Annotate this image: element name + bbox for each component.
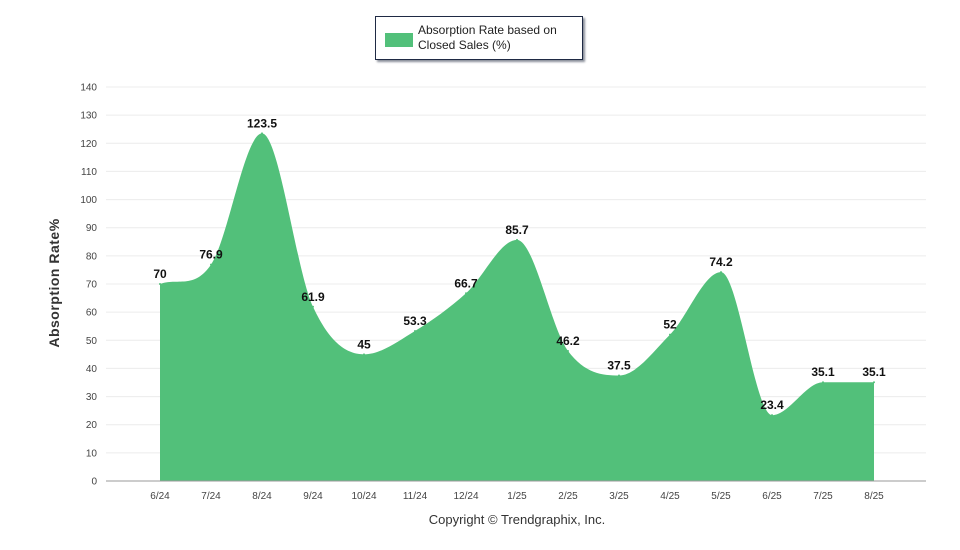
data-label: 85.7	[505, 223, 529, 237]
x-tick-label: 5/25	[711, 491, 731, 502]
y-tick-label: 10	[86, 448, 98, 459]
y-tick-label: 0	[91, 477, 97, 488]
x-tick-label: 10/24	[351, 491, 376, 502]
y-tick-label: 80	[86, 251, 98, 262]
x-tick-label: 3/25	[609, 491, 629, 502]
y-tick-label: 140	[80, 83, 97, 94]
data-label: 52	[663, 318, 677, 332]
y-tick-label: 90	[86, 223, 98, 234]
x-tick-label: 9/24	[303, 491, 323, 502]
x-tick-label: 8/24	[252, 491, 272, 502]
data-label: 23.4	[760, 398, 784, 412]
data-point	[363, 353, 365, 356]
x-tick-label: 6/25	[762, 491, 782, 502]
legend: Absorption Rate based on Closed Sales (%…	[375, 16, 583, 60]
data-point	[516, 238, 518, 241]
x-tick-label: 1/25	[507, 491, 527, 502]
copyright-credit: Copyright © Trendgraphix, Inc.	[428, 512, 606, 527]
data-labels: 70 76.9 123.5 61.9 45 53.3 66.7 85.7 46.2 37.5 52 7…	[153, 116, 886, 412]
data-point	[618, 374, 620, 377]
y-tick-label: 120	[80, 139, 97, 150]
x-axis-ticks: 6/24 7/24 8/24 9/24 10/24 11/24 12/24 1/25 2/25 3…	[150, 491, 884, 502]
x-tick-label: 2/25	[558, 491, 578, 502]
data-point	[669, 333, 671, 336]
data-label: 123.5	[247, 116, 277, 130]
y-tick-label: 110	[81, 167, 97, 178]
data-label: 76.9	[199, 248, 223, 262]
x-tick-label: 11/24	[403, 491, 428, 502]
data-label: 37.5	[607, 358, 631, 372]
x-tick-label: 6/24	[150, 491, 170, 502]
data-point	[210, 263, 212, 266]
data-point	[720, 271, 722, 274]
data-label: 35.1	[811, 365, 835, 379]
data-point	[414, 329, 416, 332]
data-label: 45	[357, 337, 371, 351]
data-label: 74.2	[709, 255, 733, 269]
x-tick-label: 4/25	[660, 491, 680, 502]
data-label: 35.1	[862, 365, 886, 379]
legend-swatch	[385, 33, 413, 47]
y-tick-label: 30	[86, 392, 98, 403]
legend-label: Absorption Rate based on Closed Sales (%…	[418, 23, 557, 52]
data-point	[873, 381, 875, 384]
y-axis-label: Absorption Rate%	[46, 218, 62, 347]
y-tick-label: 20	[86, 420, 98, 431]
data-label: 61.9	[301, 290, 325, 304]
data-point	[567, 349, 569, 352]
data-point	[465, 292, 467, 295]
x-tick-label: 7/25	[813, 491, 833, 502]
y-tick-label: 40	[86, 364, 98, 375]
x-tick-label: 7/24	[201, 491, 221, 502]
data-label: 66.7	[454, 276, 478, 290]
data-point	[312, 305, 314, 308]
data-label: 70	[153, 267, 167, 281]
x-tick-label: 12/24	[453, 491, 478, 502]
data-point	[261, 132, 263, 135]
series-area	[159, 132, 875, 481]
data-point	[822, 381, 824, 384]
y-tick-label: 70	[86, 280, 98, 291]
y-tick-label: 130	[80, 111, 97, 122]
data-label: 53.3	[403, 314, 427, 328]
y-tick-label: 100	[80, 195, 97, 206]
y-tick-label: 50	[86, 336, 98, 347]
x-tick-label: 8/25	[864, 491, 884, 502]
area-fill	[160, 133, 874, 481]
data-label: 46.2	[556, 334, 580, 348]
y-axis-ticks: 0 10 20 30 40 50 60 70 80 90 100 110 120 130 140	[80, 83, 97, 488]
y-tick-label: 60	[86, 308, 98, 319]
data-point	[771, 414, 773, 417]
data-point	[159, 283, 161, 285]
